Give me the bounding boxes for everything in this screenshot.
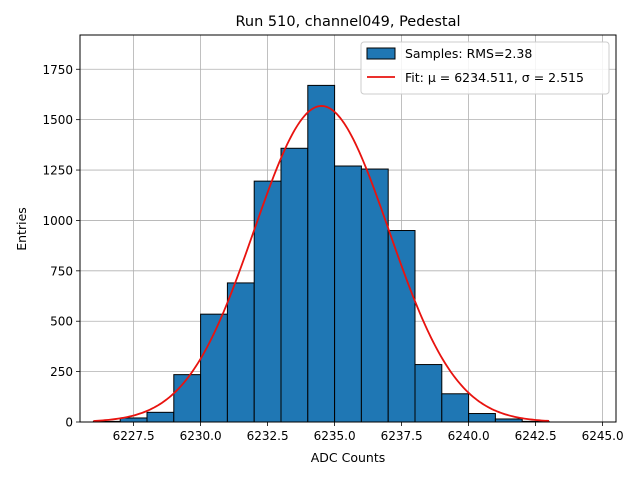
y-tick-label: 250 [50,365,73,379]
legend-fit-label: Fit: μ = 6234.511, σ = 2.515 [405,70,584,85]
histogram-bar [253,180,282,423]
x-tick-label: 6232.5 [247,429,289,443]
x-axis-label: ADC Counts [311,450,386,465]
legend-histogram-label: Samples: RMS=2.38 [405,46,532,61]
histogram-bar [307,84,336,423]
legend-histogram-swatch [366,47,396,60]
y-tick-label: 1500 [42,113,73,127]
fit-curve-layer [93,105,550,422]
legend: Samples: RMS=2.38 Fit: μ = 6234.511, σ =… [360,41,610,95]
y-tick-label: 1000 [42,214,73,228]
histogram-bar [414,364,443,423]
histogram-bar [280,147,309,423]
legend-box [360,41,610,95]
histogram-bar [441,393,470,423]
y-tick-label: 0 [65,416,73,430]
y-tick-label: 1750 [42,63,73,77]
y-axis-ticks: 0 250 500 750 1000 1250 1500 1750 [42,63,80,430]
x-tick-label: 6245.0 [582,429,624,443]
histogram-bar [360,168,389,423]
histogram-bar [468,413,496,423]
chart-title: Run 510, channel049, Pedestal [235,14,460,30]
x-tick-label: 6227.5 [113,429,155,443]
histogram-bar [334,165,362,423]
histogram-bar [200,313,228,423]
x-tick-label: 6240.0 [448,429,490,443]
x-tick-label: 6242.5 [515,429,557,443]
y-tick-label: 500 [50,315,73,329]
histogram-bar [119,417,148,423]
x-tick-label: 6230.0 [180,429,222,443]
histogram-bar [146,411,175,423]
histogram-bar [226,282,255,423]
histogram-bars [92,84,550,423]
plot-area-frame [79,34,617,423]
fit-curve [93,105,550,422]
y-tick-label: 1250 [42,164,73,178]
histogram-bar [173,374,202,423]
histogram-bar [387,230,416,423]
x-tick-label: 6237.5 [381,429,423,443]
y-axis-label: Entries [14,207,29,251]
x-axis-ticks: 6227.5 6230.0 6232.5 6235.0 6237.5 6240.0 6242… [113,422,624,443]
y-tick-label: 750 [50,264,73,278]
x-tick-label: 6235.0 [314,429,356,443]
